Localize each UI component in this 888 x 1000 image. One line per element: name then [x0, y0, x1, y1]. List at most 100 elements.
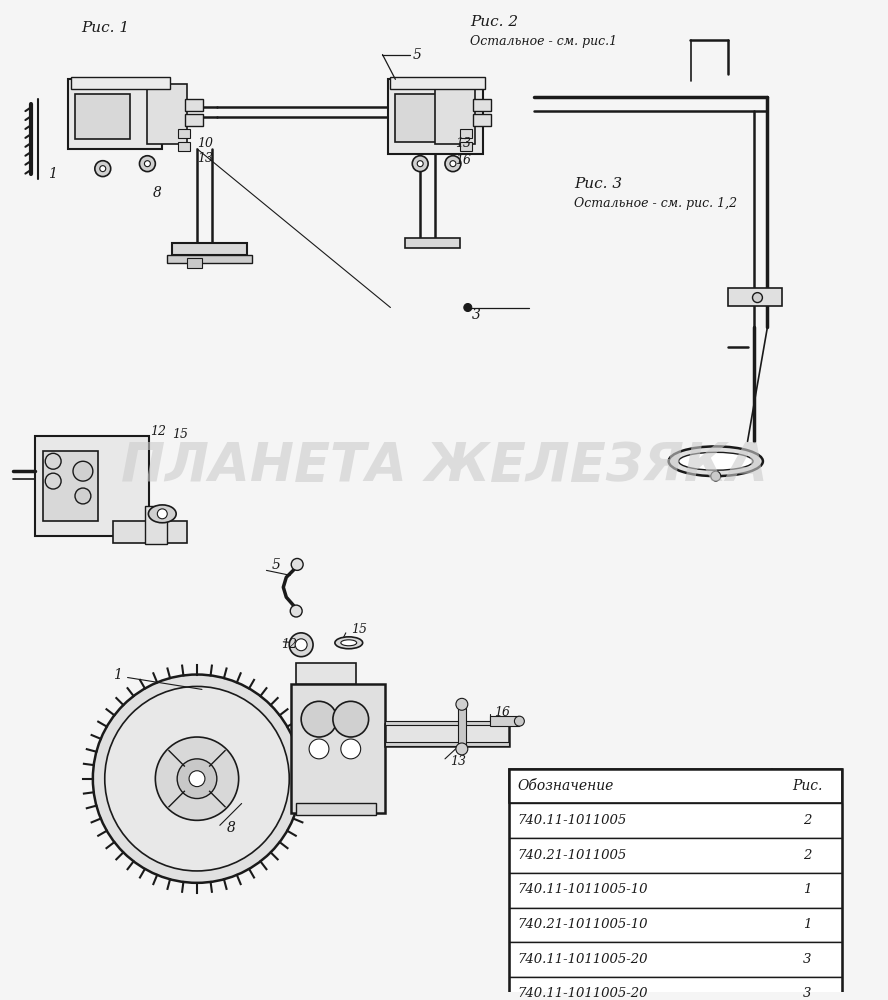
Bar [113, 521, 187, 543]
Text: Остальное - см. рис. 1,2: Остальное - см. рис. 1,2 [574, 197, 737, 210]
Bar [510, 769, 842, 803]
Text: 5: 5 [272, 558, 281, 572]
Text: 740.11-1011005: 740.11-1011005 [518, 814, 627, 827]
Text: Рис.: Рис. [792, 779, 822, 793]
Circle shape [73, 461, 93, 481]
Circle shape [45, 453, 61, 469]
Bar [146, 506, 167, 544]
Circle shape [289, 633, 313, 657]
Circle shape [189, 771, 205, 787]
Bar [385, 724, 510, 746]
Text: 3: 3 [472, 308, 480, 322]
Circle shape [417, 161, 424, 167]
Text: 5: 5 [412, 48, 421, 62]
Text: 13: 13 [197, 152, 213, 165]
Text: 16: 16 [495, 706, 511, 719]
Bar [178, 142, 190, 151]
Circle shape [295, 639, 307, 651]
Circle shape [752, 293, 763, 303]
Bar [147, 84, 187, 144]
Circle shape [464, 304, 472, 311]
Text: 740.11-1011005-20: 740.11-1011005-20 [518, 987, 648, 1000]
Bar [185, 114, 203, 126]
Text: 740.21-1011005: 740.21-1011005 [518, 849, 627, 862]
Circle shape [291, 558, 303, 570]
Circle shape [710, 471, 721, 481]
Ellipse shape [678, 452, 753, 470]
Bar [297, 663, 356, 684]
Circle shape [290, 605, 302, 617]
Text: 12: 12 [281, 638, 297, 651]
Ellipse shape [669, 446, 763, 476]
Text: Рис. 3: Рис. 3 [574, 177, 622, 191]
Bar [395, 94, 450, 142]
Text: 2: 2 [803, 849, 812, 862]
Ellipse shape [148, 505, 176, 523]
Circle shape [309, 739, 329, 759]
Bar [458, 708, 466, 748]
Circle shape [145, 161, 150, 167]
Bar [388, 79, 483, 154]
Circle shape [157, 509, 167, 519]
Bar [435, 84, 475, 144]
Circle shape [301, 701, 337, 737]
Bar [405, 238, 460, 248]
Circle shape [155, 737, 239, 820]
Bar [510, 977, 842, 1000]
Text: 740.11-1011005-10: 740.11-1011005-10 [518, 883, 648, 896]
Text: 3: 3 [803, 953, 812, 966]
Bar [75, 94, 130, 139]
Circle shape [456, 698, 468, 710]
Text: Рис. 2: Рис. 2 [470, 15, 518, 29]
Text: 15: 15 [351, 623, 367, 636]
Bar [391, 77, 485, 89]
Bar [510, 803, 842, 838]
Text: 8: 8 [153, 186, 162, 200]
Text: 15: 15 [172, 428, 188, 441]
Bar [71, 77, 170, 89]
Circle shape [178, 759, 217, 799]
Text: Рис. 1: Рис. 1 [81, 21, 129, 35]
Bar [510, 942, 842, 977]
Circle shape [333, 701, 369, 737]
Text: 16: 16 [455, 154, 471, 167]
Bar [172, 243, 247, 255]
Text: Обозначение: Обозначение [518, 779, 614, 793]
Bar [472, 99, 491, 111]
Bar [510, 908, 842, 942]
Bar [68, 79, 163, 149]
Circle shape [139, 156, 155, 172]
Bar [727, 288, 782, 306]
Bar [510, 838, 842, 873]
Text: 1: 1 [803, 883, 812, 896]
Text: 12: 12 [150, 425, 166, 438]
Circle shape [93, 675, 301, 883]
Circle shape [514, 716, 524, 726]
Bar [385, 721, 510, 725]
Text: 8: 8 [226, 821, 235, 835]
Text: 740.21-1011005-10: 740.21-1011005-10 [518, 918, 648, 931]
Bar [489, 716, 519, 726]
Circle shape [450, 161, 456, 167]
Bar [291, 684, 385, 813]
Bar [178, 129, 190, 138]
Bar [44, 451, 98, 521]
Bar [460, 129, 472, 138]
Ellipse shape [341, 640, 357, 646]
Bar [36, 436, 149, 536]
Text: 1: 1 [113, 668, 122, 682]
Circle shape [45, 473, 61, 489]
Bar [167, 255, 251, 263]
Text: 13: 13 [455, 137, 471, 150]
Bar [460, 142, 472, 151]
Text: 2: 2 [803, 814, 812, 827]
Circle shape [456, 743, 468, 755]
Ellipse shape [335, 637, 362, 649]
Circle shape [412, 156, 428, 172]
Text: 13: 13 [450, 755, 466, 768]
Circle shape [445, 156, 461, 172]
Circle shape [341, 739, 361, 759]
Bar [472, 114, 491, 126]
Bar [297, 803, 376, 815]
Text: 740.11-1011005-20: 740.11-1011005-20 [518, 953, 648, 966]
